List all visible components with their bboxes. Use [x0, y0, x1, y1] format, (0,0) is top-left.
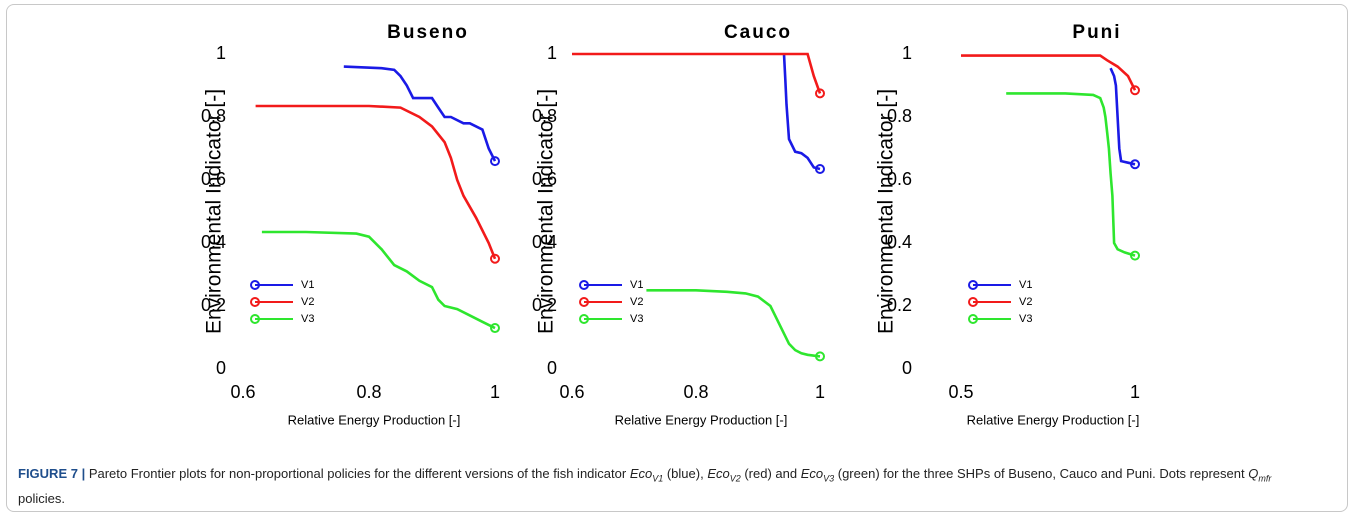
y-tick-label: 0.2	[201, 295, 226, 315]
y-axis-label: Environmental Indicator [-]	[203, 89, 226, 334]
chart-title: Puni	[1072, 22, 1121, 43]
caption-text: policies.	[18, 490, 65, 506]
x-axis-label: Relative Energy Production [-]	[967, 412, 1140, 427]
x-tick-label: 0.6	[230, 382, 255, 402]
y-tick-label: 0.8	[532, 106, 557, 126]
charts: Buseno Environmental Indicator [-] Relativ…	[201, 22, 1140, 427]
series-line	[961, 54, 1137, 91]
x-tick-label: 1	[1130, 382, 1140, 402]
x-axis-label: Relative Energy Production [-]	[288, 412, 461, 427]
y-tick-label: 0.6	[887, 169, 912, 189]
policy-dot	[1130, 250, 1140, 261]
x-tick-label: 1	[490, 382, 500, 402]
series-line	[782, 53, 821, 171]
caption-sub: mfr	[1258, 473, 1272, 484]
y-tick-label: 0.6	[201, 169, 226, 189]
series-line	[255, 104, 497, 260]
chart-title: Buseno	[387, 22, 469, 43]
series-line	[1006, 92, 1136, 257]
caption-text: Pareto Frontier plots for non-proportion…	[85, 466, 630, 481]
y-tick-label: 0.2	[532, 295, 557, 315]
x-tick-label: 0.6	[559, 382, 584, 402]
series-line	[1109, 67, 1136, 166]
legend-label: V3	[630, 313, 643, 325]
legend-label: V1	[630, 279, 643, 291]
y-tick-label: 0	[902, 358, 912, 378]
legend-label: V2	[630, 296, 643, 308]
y-tick-label: 0.4	[201, 232, 226, 252]
y-axis-label: Environmental Indicator [-]	[535, 89, 558, 334]
x-axis-label: Relative Energy Production [-]	[615, 412, 788, 427]
y-tick-label: 0	[547, 358, 557, 378]
legend-label: V2	[1019, 296, 1032, 308]
y-tick-label: 0.2	[887, 295, 912, 315]
caption-text: (green) for the three SHPs of Buseno, Ca…	[834, 466, 1249, 481]
policy-dot	[1130, 85, 1140, 96]
y-tick-label: 1	[902, 43, 912, 63]
x-tick-label: 0.8	[356, 382, 381, 402]
series-line	[343, 65, 497, 162]
x-tick-label: 0.8	[683, 382, 708, 402]
caption: FIGURE 7 | Pareto Frontier plots for non…	[18, 464, 1318, 509]
policy-dot	[815, 351, 825, 362]
policy-dot	[815, 88, 825, 99]
caption-text: Eco	[629, 466, 653, 481]
y-tick-label: 1	[216, 43, 226, 63]
legend-label: V3	[1019, 313, 1032, 325]
policy-dot	[490, 323, 500, 334]
legend-label: V3	[301, 313, 314, 325]
policy-dot	[1130, 159, 1140, 170]
y-axis-label: Environmental Indicator [-]	[875, 89, 898, 334]
caption-sub: V3	[823, 473, 835, 484]
caption-text: Eco	[707, 466, 730, 481]
policy-dot	[490, 253, 500, 264]
chart-title: Cauco	[724, 22, 792, 43]
y-tick-label: 0.6	[532, 169, 557, 189]
figure-frame	[6, 4, 1348, 512]
y-tick-label: 0.8	[201, 106, 226, 126]
caption-text: (red) and	[740, 466, 801, 481]
series-line	[646, 289, 821, 358]
policy-dot	[490, 156, 500, 167]
caption-label: FIGURE 7 |	[18, 466, 86, 481]
x-tick-label: 1	[815, 382, 825, 402]
series-line	[572, 52, 822, 94]
y-tick-label: 0.4	[887, 232, 912, 252]
legend-label: V1	[1019, 279, 1032, 291]
series-line	[261, 230, 496, 330]
y-tick-label: 0.8	[887, 106, 912, 126]
caption-text: Eco	[800, 466, 824, 481]
y-tick-label: 1	[547, 43, 557, 63]
caption-text: Q	[1248, 466, 1259, 481]
y-tick-label: 0	[216, 358, 226, 378]
policy-dot	[815, 163, 825, 174]
x-tick-label: 0.5	[948, 382, 973, 402]
caption-sub: V1	[652, 473, 664, 484]
legend-label: V2	[301, 296, 314, 308]
y-tick-label: 0.4	[532, 232, 557, 252]
legend-label: V1	[301, 279, 314, 291]
caption-text: (blue),	[663, 466, 708, 481]
caption-sub: V2	[729, 473, 741, 484]
